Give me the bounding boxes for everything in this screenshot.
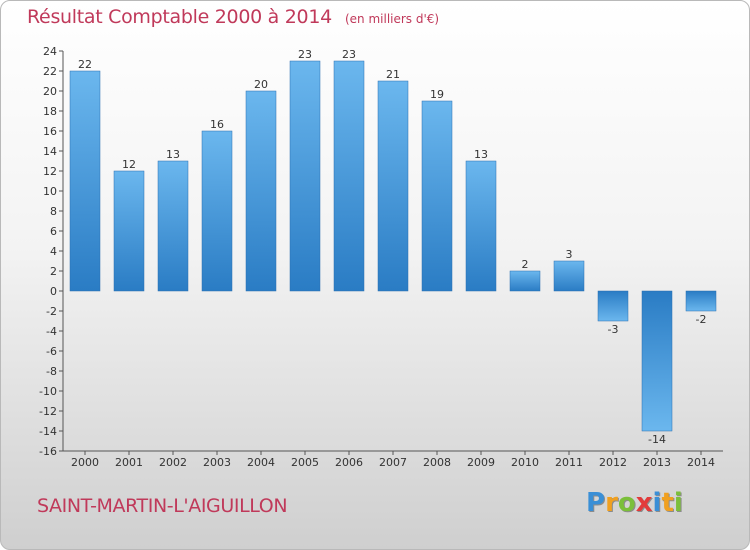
x-tick-label: 2003 [203,456,231,469]
data-label-2012: -3 [608,323,619,336]
x-tick-label: 2013 [643,456,671,469]
title-line: Résultat Comptable 2000 à 2014 (en milli… [27,6,439,28]
bar-2001 [113,170,145,292]
x-tick-label: 2010 [511,456,539,469]
y-tick-label: 4 [50,245,57,258]
y-tick-label: 0 [50,285,57,298]
data-label-2002: 13 [166,148,180,161]
bar-2004 [245,90,277,292]
data-label-2008: 19 [430,88,444,101]
y-tick-label: 2 [50,265,57,278]
bar-2011 [553,260,585,292]
brand-letter: i [652,488,662,518]
brand-letter: o [617,488,636,518]
x-tick-label: 2011 [555,456,583,469]
y-tick-label: -10 [39,385,57,398]
y-tick-label: 10 [43,185,57,198]
brand-letter: P [586,488,606,518]
chart-title: Résultat Comptable 2000 à 2014 [27,6,332,28]
y-tick-label: -6 [46,345,57,358]
bar-2009 [465,160,497,292]
x-tick-label: 2002 [159,456,187,469]
x-tick-label: 2007 [379,456,407,469]
data-label-2013: -14 [648,433,666,446]
data-label-2005: 23 [298,48,312,61]
y-tick-label: -12 [39,405,57,418]
y-tick-label: -4 [46,325,57,338]
y-tick-label: 6 [50,225,57,238]
bar-2002 [157,160,189,292]
brand-letter: r [605,488,618,518]
x-tick-label: 2006 [335,456,363,469]
data-label-2010: 2 [522,258,529,271]
data-label-2001: 12 [122,158,136,171]
x-tick-label: 2005 [291,456,319,469]
axes: -16-14-12-10-8-6-4-202468101214161820222… [39,45,723,469]
data-label-2004: 20 [254,78,268,91]
x-tick-label: 2001 [115,456,143,469]
bar-2008 [421,100,453,292]
brand-letter: t [661,488,674,518]
bar-2003 [201,130,233,292]
location-name: SAINT-MARTIN-L'AIGUILLON [37,495,288,517]
y-tick-label: -2 [46,305,57,318]
bar-2000 [69,70,101,292]
data-label-2006: 23 [342,48,356,61]
bar-2005 [289,60,321,292]
bar-2014 [685,290,717,312]
x-tick-label: 2004 [247,456,275,469]
data-label-2007: 21 [386,68,400,81]
data-label-2014: -2 [696,313,707,326]
bar-2006 [333,60,365,292]
x-tick-label: 2000 [71,456,99,469]
brand-letter: i [673,488,683,518]
bar-2013 [641,290,673,432]
y-tick-label: 16 [43,125,57,138]
x-tick-label: 2014 [687,456,715,469]
chart-subtitle: (en milliers d'€) [344,12,440,26]
x-tick-label: 2008 [423,456,451,469]
brand-logo[interactable]: Proxiti [586,488,683,518]
y-tick-label: 18 [43,105,57,118]
data-label-2011: 3 [566,248,573,261]
data-label-2003: 16 [210,118,224,131]
data-label-2000: 22 [78,58,92,71]
brand-letter: x [635,488,653,518]
x-tick-label: 2009 [467,456,495,469]
y-tick-label: 12 [43,165,57,178]
bars [69,60,717,432]
bar-2012 [597,290,629,322]
x-tick-label: 2012 [599,456,627,469]
y-tick-label: 14 [43,145,57,158]
bar-chart: -16-14-12-10-8-6-4-202468101214161820222… [39,45,723,469]
data-label-2009: 13 [474,148,488,161]
y-tick-label: 24 [43,45,57,58]
y-tick-label: -16 [39,445,57,458]
y-tick-label: -14 [39,425,57,438]
y-tick-label: 20 [43,85,57,98]
bar-2007 [377,80,409,292]
y-tick-label: 8 [50,205,57,218]
y-tick-label: 22 [43,65,57,78]
bar-2010 [509,270,541,292]
y-tick-label: -8 [46,365,57,378]
